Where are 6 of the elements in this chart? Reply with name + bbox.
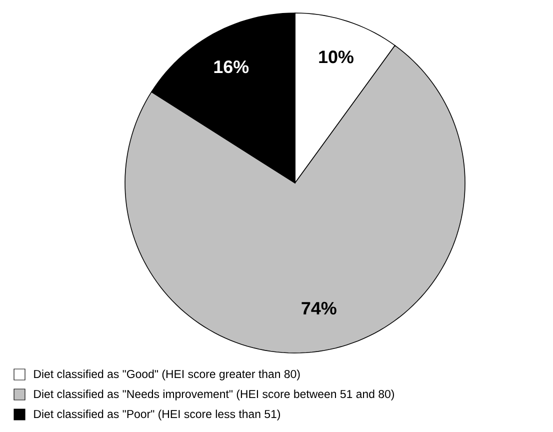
legend-label: Diet classified as "Poor" (HEI score less than 51): [34, 410, 280, 420]
data-label: 10%: [319, 50, 354, 64]
data-label: 16%: [214, 60, 249, 74]
data-label: 74%: [302, 302, 336, 315]
legend-label: Diet classified as "Good" (HEI score greater than 80): [34, 370, 300, 380]
legend-label: Diet classified as "Needs improvement" (HEI score between 51 and 80): [34, 390, 394, 400]
